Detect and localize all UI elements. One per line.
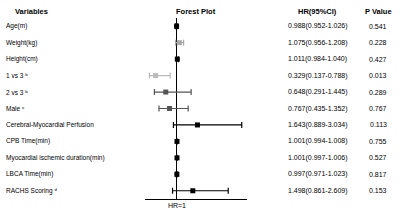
svg-text:LBCA Time(min): LBCA Time(min) xyxy=(6,170,53,178)
svg-text:Weight(kg): Weight(kg) xyxy=(6,39,37,47)
svg-text:Age(m): Age(m) xyxy=(6,22,27,30)
svg-text:Forest Plot: Forest Plot xyxy=(176,7,216,16)
svg-text:0.648(0.291-1.445): 0.648(0.291-1.445) xyxy=(288,88,348,96)
svg-text:0.153: 0.153 xyxy=(369,187,387,194)
svg-text:Cerebral-Myocardial Perfusion: Cerebral-Myocardial Perfusion xyxy=(6,121,94,129)
svg-text:0.997(0.971-1.023): 0.997(0.971-1.023) xyxy=(288,170,348,178)
svg-text:Height(cm): Height(cm) xyxy=(6,55,38,63)
svg-text:0.527: 0.527 xyxy=(369,154,387,161)
svg-text:0.988(0.952-1.026): 0.988(0.952-1.026) xyxy=(288,22,348,30)
svg-text:2 vs 3 ᵇ: 2 vs 3 ᵇ xyxy=(6,89,28,96)
svg-text:1.001(0.997-1.006): 1.001(0.997-1.006) xyxy=(288,154,348,162)
svg-text:RACHS Scoring ᵈ: RACHS Scoring ᵈ xyxy=(6,187,57,195)
svg-text:CPB Time(min): CPB Time(min) xyxy=(6,137,50,145)
svg-text:1.643(0.889-3.034): 1.643(0.889-3.034) xyxy=(288,121,348,129)
svg-text:1.075(0.956-1.208): 1.075(0.956-1.208) xyxy=(288,39,348,47)
svg-text:P Value: P Value xyxy=(365,7,392,16)
svg-text:0.289: 0.289 xyxy=(369,89,387,96)
svg-text:0.427: 0.427 xyxy=(369,56,387,63)
svg-text:0.228: 0.228 xyxy=(369,39,387,46)
svg-text:0.329(0.137-0.788): 0.329(0.137-0.788) xyxy=(288,72,348,80)
svg-text:0.113: 0.113 xyxy=(370,121,387,128)
svg-text:0.541: 0.541 xyxy=(369,23,387,30)
svg-text:0.817: 0.817 xyxy=(369,171,387,178)
svg-text:Variables: Variables xyxy=(15,7,48,16)
svg-text:1 vs 3 ᵇ: 1 vs 3 ᵇ xyxy=(6,72,28,79)
svg-text:1.001(0.994-1.008): 1.001(0.994-1.008) xyxy=(288,137,348,145)
svg-text:0.767: 0.767 xyxy=(369,105,387,112)
svg-text:HR=1: HR=1 xyxy=(168,202,186,209)
svg-text:1.011(0.984-1.040): 1.011(0.984-1.040) xyxy=(288,55,347,63)
svg-text:0.755: 0.755 xyxy=(369,138,387,145)
svg-text:1.498(0.861-2.609): 1.498(0.861-2.609) xyxy=(288,187,348,195)
svg-text:Male ᶜ: Male ᶜ xyxy=(6,105,25,112)
svg-text:0.767(0.435-1.352): 0.767(0.435-1.352) xyxy=(288,105,348,113)
svg-text:HR(95%CI): HR(95%CI) xyxy=(298,7,337,16)
svg-text:0.013: 0.013 xyxy=(369,72,387,79)
svg-text:Myocardial ischemic duration(m: Myocardial ischemic duration(min) xyxy=(6,154,105,162)
